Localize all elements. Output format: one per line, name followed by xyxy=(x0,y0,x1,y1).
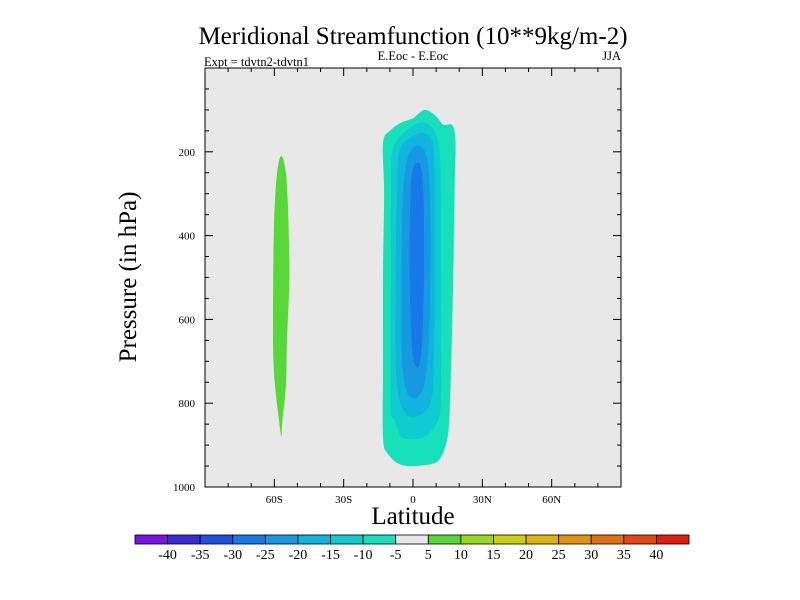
colorbar: -40 -35 -30 -25 -20 -15 -10 -5 5 10 15 20 25 30 35 40 xyxy=(134,534,690,563)
colorbar-label: -15 xyxy=(321,548,340,563)
colorbar-swatch xyxy=(264,534,299,545)
x-tick-label: 0 xyxy=(410,494,416,506)
y-tick-label: 600 xyxy=(179,314,196,326)
contour-region-positive-band-60s xyxy=(272,156,290,437)
colorbar-swatch xyxy=(362,534,397,545)
colorbar-swatch xyxy=(199,534,234,545)
chart-subtitle-center: E.Eoc - E.Eoc xyxy=(378,49,449,63)
colorbar-swatch xyxy=(623,534,657,545)
colorbar-label: 5 xyxy=(425,548,432,563)
x-tick-label: 60S xyxy=(266,494,283,506)
colorbar-swatch xyxy=(525,534,560,545)
chart-subtitle-left: Expt = tdvtn2-tdvtn1 xyxy=(204,55,309,69)
colorbar-swatch xyxy=(427,534,462,545)
y-tick-label: 1000 xyxy=(173,482,196,494)
colorbar-swatch xyxy=(134,534,168,545)
colorbar-label: -40 xyxy=(158,548,177,563)
colorbar-label: 30 xyxy=(584,548,598,563)
colorbar-label: 25 xyxy=(552,548,566,563)
colorbar-label: 20 xyxy=(519,548,533,563)
y-axis-label: Pressure (in hPa) xyxy=(115,192,142,363)
colorbar-label: 40 xyxy=(649,548,663,563)
colorbar-label: -5 xyxy=(390,548,402,563)
y-tick-label: 800 xyxy=(179,398,196,410)
y-tick-label: 400 xyxy=(179,231,196,243)
colorbar-swatch xyxy=(460,534,494,545)
axis-ticks: 60S 30S 0 30N 60N 200 400 600 800 1000 xyxy=(173,68,622,506)
colorbar-swatch xyxy=(558,534,592,545)
chart-title: Meridional Streamfunction (10**9kg/m-2) xyxy=(198,23,627,50)
x-tick-label: 60N xyxy=(542,494,561,506)
colorbar-label: -20 xyxy=(289,548,308,563)
colorbar-swatch xyxy=(493,534,527,545)
colorbar-label: -35 xyxy=(191,548,210,563)
x-tick-label: 30N xyxy=(473,494,492,506)
x-axis-label: Latitude xyxy=(371,503,454,530)
colorbar-swatch xyxy=(167,534,201,545)
contour-region-negative-cell-core xyxy=(409,162,425,368)
colorbar-swatch xyxy=(656,534,690,545)
colorbar-label: 10 xyxy=(454,548,468,563)
contour-regions xyxy=(272,109,456,467)
y-tick-label: 200 xyxy=(179,147,196,159)
colorbar-label: 15 xyxy=(486,548,500,563)
colorbar-swatch xyxy=(590,534,625,545)
colorbar-swatch xyxy=(395,534,429,545)
colorbar-swatch xyxy=(330,534,364,545)
colorbar-swatch xyxy=(297,534,331,545)
colorbar-label: 35 xyxy=(617,548,631,563)
colorbar-label: -10 xyxy=(354,548,373,563)
colorbar-label: -25 xyxy=(256,548,275,563)
colorbar-label: -30 xyxy=(223,548,242,563)
chart-subtitle-right: JJA xyxy=(602,49,621,63)
x-tick-label: 30S xyxy=(335,494,352,506)
colorbar-swatch xyxy=(232,534,266,545)
